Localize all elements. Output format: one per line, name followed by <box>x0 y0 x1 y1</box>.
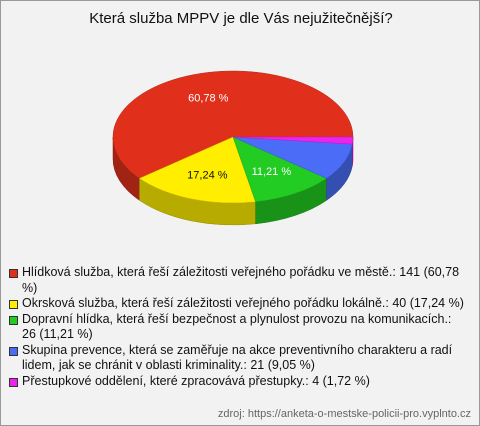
slice <box>232 136 354 145</box>
legend-item: Hlídková služba, která řeší záležitosti … <box>9 265 464 296</box>
legend-item: Přestupkové oddělení, které zpracovává p… <box>9 374 464 390</box>
source: zdroj: https://anketa-o-mestske-policii-… <box>217 408 471 420</box>
value-label: 60,78 % <box>188 92 229 104</box>
value-label: 11,21 % <box>252 166 292 178</box>
legend-label: Hlídková služba, která řeší záležitosti … <box>22 265 460 295</box>
legend-label: Okrsková služba, která řeší záležitosti … <box>22 296 464 310</box>
legend-label: Skupina prevence, která se zaměřuje na a… <box>22 342 453 373</box>
legend-swatch <box>9 300 18 309</box>
legend: Hlídková služba, která řeší záležitosti … <box>9 265 464 389</box>
legend-label: Přestupkové oddělení, které zpracovává p… <box>22 373 370 388</box>
legend-item: Dopravní hlídka, která řeší bezpečnost a… <box>9 312 464 343</box>
chart-title: Která služba MPPV je dle Vás nejužitečně… <box>89 10 393 27</box>
legend-swatch <box>9 269 18 278</box>
value-label: 17,24 % <box>187 169 228 181</box>
slice <box>232 136 328 203</box>
legend-swatch <box>9 315 18 325</box>
slice <box>138 136 256 204</box>
legend-swatch <box>9 346 18 356</box>
legend-item: Okrsková služba, která řeší záležitosti … <box>9 296 464 312</box>
legend-item: Skupina prevence, která se zaměřuje na a… <box>9 343 464 374</box>
pie-area: Která služba MPPV je dle Vás nejužitečně… <box>89 10 393 226</box>
legend-swatch <box>9 377 18 387</box>
legend-label: Dopravní hlídka, která řeší bezpečnost a… <box>22 311 452 342</box>
slice <box>112 70 354 179</box>
